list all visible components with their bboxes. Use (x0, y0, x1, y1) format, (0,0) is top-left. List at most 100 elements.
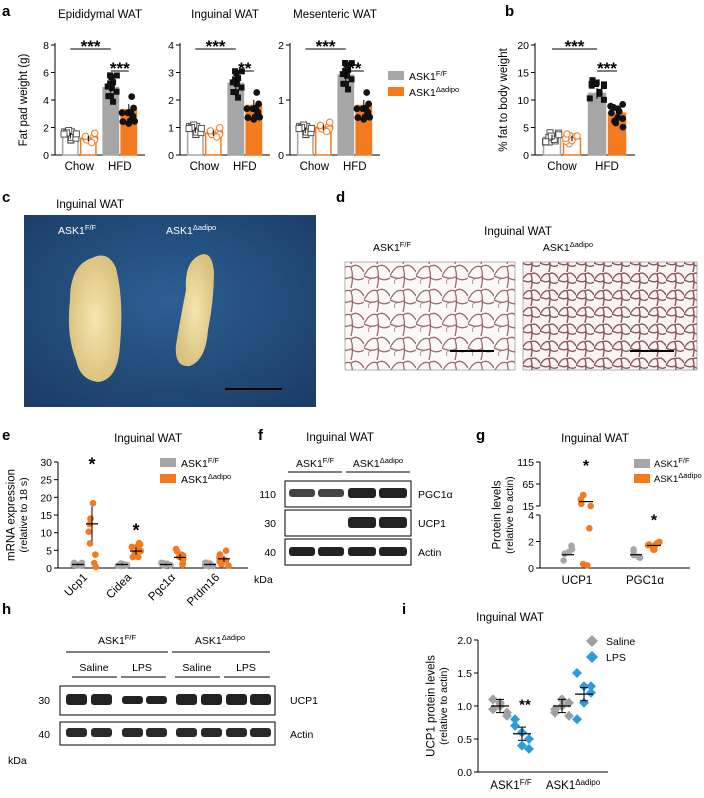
y-tick-label: 65 (522, 479, 534, 491)
y-tick-label: 0 (43, 150, 49, 162)
panel-label-e: e (2, 427, 10, 444)
data-point (583, 562, 591, 569)
western-blot-h: ASK1F/F ASK1Δadipo Saline LPS Saline LPS… (8, 633, 318, 767)
data-point (573, 132, 581, 140)
data-point (586, 687, 596, 698)
data-point (587, 502, 595, 510)
y-axis-label-line: UCP1 protein levels (426, 655, 438, 757)
data-point (110, 79, 117, 86)
data-point (579, 491, 587, 499)
data-point (128, 93, 136, 100)
photo-panel-c: Inguinal WAT ASK1F/F ASK1Δadipo (24, 199, 316, 407)
legend-i: Saline LPS (586, 635, 635, 664)
data-point (607, 102, 615, 110)
band (318, 547, 344, 556)
y-tick-label: 1 (278, 95, 284, 107)
svg-text:ASK1F/F: ASK1F/F (58, 223, 97, 237)
y-axis-label: % fat to body weight (498, 47, 510, 151)
chart-title: Inguinal WAT (191, 9, 259, 21)
data-point (122, 561, 130, 569)
data-point (600, 96, 607, 103)
data-point (229, 79, 236, 86)
data-point (510, 714, 520, 725)
y-tick-label: 4 (168, 40, 174, 52)
data-point (630, 546, 637, 553)
marker-h-40: 40 (38, 729, 50, 741)
x-tick-label-base: ASK1 (546, 780, 575, 792)
legend-swatch-ff (388, 71, 404, 80)
data-point (212, 133, 221, 141)
y-tick-label: 20 (517, 40, 529, 52)
data-point (363, 89, 371, 96)
data-point (547, 132, 555, 140)
y-tick-label: 5 (523, 123, 529, 135)
western-blot-f: Inguinal WAT ASK1F/F ASK1Δadipo 110 30 4… (254, 432, 453, 586)
x-tick-label-sup: Δadipo (575, 778, 600, 787)
legend-lps: LPS (606, 652, 626, 664)
y-tick-label: 3 (168, 68, 174, 80)
sig-label: *** (565, 37, 585, 56)
data-point (600, 81, 607, 88)
band (289, 547, 315, 556)
blot-f-label-ad: ASK1 (353, 458, 380, 470)
histology-image-ad (522, 261, 698, 371)
svg-text:ASK1F/F: ASK1F/F (373, 240, 412, 254)
data-point (197, 124, 205, 132)
x-tick-label-base: ASK1 (490, 780, 519, 792)
data-point (524, 734, 534, 744)
data-point (232, 89, 239, 96)
data-point (568, 545, 576, 553)
y-axis-label-line: (relative to actin) (504, 476, 516, 554)
data-point (126, 117, 134, 125)
photo-background (24, 215, 316, 407)
x-tick-label: Pgc1α (146, 571, 178, 603)
data-point (60, 130, 68, 138)
band (122, 696, 143, 704)
sig-label: * (132, 520, 139, 540)
data-point (295, 125, 303, 133)
data-point (615, 108, 623, 115)
chart-mrna-expression: Inguinal WAT 0 5 10 15 20 25 30 mRNA expression(… (6, 433, 248, 609)
x-tick-label: HFD (595, 161, 619, 173)
chart-title: Inguinal WAT (476, 612, 544, 624)
sig-label: ** (519, 696, 531, 713)
y-tick-label: 20 (40, 492, 52, 504)
data-point (110, 98, 117, 105)
data-point (354, 114, 362, 121)
data-point (542, 138, 550, 146)
sig-label: * (651, 513, 658, 530)
data-point (588, 82, 595, 89)
y-tick-label: 15 (40, 510, 52, 522)
histology-panel-d: Inguinal WAT ASK1F/F ASK1Δadipo (344, 226, 698, 371)
data-point (589, 77, 596, 84)
x-tick-label: Chow (190, 161, 220, 173)
band (226, 728, 247, 737)
data-point (108, 85, 115, 92)
legend-swatch-ad (388, 87, 404, 96)
data-point (593, 79, 600, 86)
data-point (488, 704, 498, 715)
x-tick-label: Chow (300, 161, 330, 173)
panel-label-g: g (476, 427, 485, 444)
data-point (91, 129, 99, 137)
legend-e: ASK1F/F ASK1Δadipo (160, 456, 231, 486)
band (91, 728, 112, 737)
data-point (128, 543, 136, 551)
blot-f-label-ff: ASK1 (296, 458, 323, 470)
y-tick-label: 0 (528, 563, 534, 575)
panel-label-d: d (336, 189, 345, 206)
histology-label-ff: ASK1 (373, 242, 400, 254)
y-axis-label-line: (relative to actin) (438, 667, 450, 745)
y-tick-label: 1.0 (457, 701, 472, 713)
data-point (86, 540, 94, 547)
y-tick-label: 4 (528, 510, 534, 522)
blot-h-group-1: Saline (79, 662, 108, 674)
data-point (348, 76, 355, 83)
y-tick-label: 0 (523, 150, 529, 162)
band (348, 517, 376, 528)
blot-h-group-4: LPS (236, 662, 256, 674)
band (176, 728, 197, 737)
y-axis-label-line: Protein levels (492, 480, 504, 549)
